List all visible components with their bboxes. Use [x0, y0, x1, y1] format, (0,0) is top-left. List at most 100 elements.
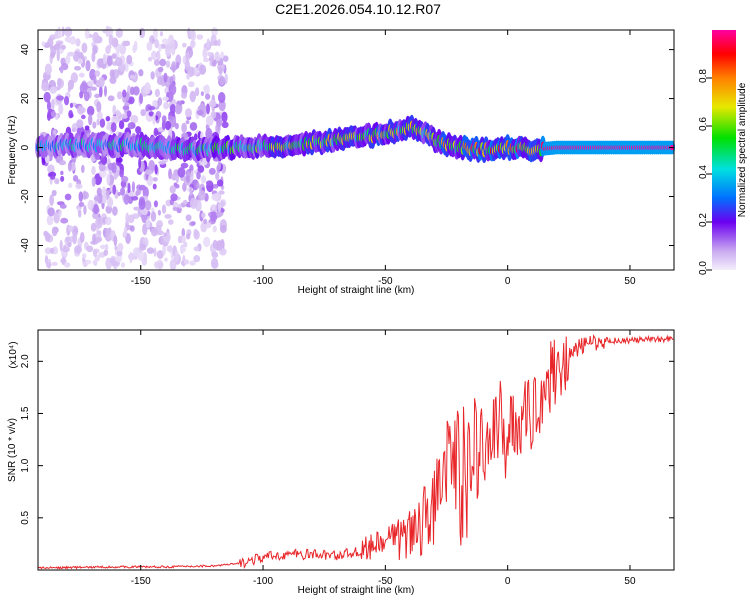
heatmap-noise-blob: [54, 31, 59, 39]
heatmap-noise-blob: [112, 104, 117, 116]
snr-y-multiplier: (x10⁴): [8, 341, 19, 368]
heatmap-noise-blob: [102, 193, 107, 204]
heatmap-noise-blob: [138, 69, 144, 77]
y-tick-label: -40: [20, 238, 31, 253]
heatmap-noise-blob: [70, 161, 76, 172]
heatmap-noise-blob: [138, 157, 142, 169]
heatmap-noise-blob: [63, 244, 67, 250]
heatmap-noise-blob: [105, 216, 112, 226]
heatmap-noise-blob: [172, 64, 176, 73]
heatmap-noise-blob: [63, 95, 70, 106]
heatmap-noise-blob: [127, 122, 136, 130]
heatmap-noise-blob: [53, 43, 61, 51]
heatmap-noise-blob: [156, 250, 164, 259]
heatmap-noise-blob: [92, 211, 99, 220]
heatmap-noise-blob: [150, 71, 155, 80]
heatmap-noise-blob: [153, 247, 157, 257]
heatmap-noise-blob: [60, 175, 65, 182]
heatmap-noise-blob: [75, 38, 81, 47]
heatmap-noise-blob: [60, 217, 69, 224]
heatmap-noise-blob: [47, 164, 55, 174]
heatmap-noise-blob: [85, 59, 91, 72]
heatmap-noise-blob: [44, 232, 51, 242]
heatmap-noise-blob: [72, 175, 79, 182]
heatmap-noise-blob: [220, 199, 224, 209]
colorbar-tick-label: 0.4: [698, 165, 709, 179]
heatmap-noise-blob: [187, 81, 195, 88]
heatmap-noise-blob: [74, 245, 82, 254]
heatmap-noise-blob: [162, 243, 166, 256]
heatmap-noise-blob: [145, 200, 152, 211]
heatmap-noise-blob: [196, 171, 201, 180]
heatmap-noise-blob: [139, 243, 147, 251]
heatmap-noise-blob: [97, 230, 102, 236]
heatmap-noise-blob: [48, 171, 57, 178]
heatmap-noise-blob: [168, 34, 174, 46]
heatmap-noise-blob: [105, 26, 114, 37]
heatmap-noise-blob: [111, 162, 117, 174]
heatmap-noise-blob: [152, 113, 156, 125]
heatmap-noise-blob: [131, 181, 136, 193]
heatmap-noise-blob: [128, 96, 135, 105]
colorbar-ticks: 0.0 0.2 0.4 0.6 0.8: [698, 69, 712, 275]
x-tick-label: -150: [131, 576, 151, 587]
heatmap-noise-blob: [190, 29, 196, 42]
heatmap-noise-blob: [189, 260, 196, 266]
heatmap-noise-blob: [127, 192, 136, 197]
heatmap-panel: -150 -100 -50 0 50 -40 -20 0 20 40 Height of str…: [7, 25, 676, 296]
heatmap-noise-blob: [164, 257, 168, 262]
heatmap-noise-blob: [167, 219, 174, 225]
heatmap-noise-blob: [94, 236, 103, 243]
heatmap-noise-blob: [151, 50, 157, 61]
heatmap-noise-blob: [92, 233, 96, 245]
heatmap-noise-blob: [86, 245, 94, 253]
heatmap-noise-blob: [135, 126, 142, 134]
y-tick-label: 40: [20, 44, 31, 56]
heatmap-noise-blob: [105, 228, 112, 233]
heatmap-noise-blob: [185, 233, 191, 240]
heatmap-noise-blob: [127, 182, 131, 194]
heatmap-noise-blob: [210, 257, 219, 269]
heatmap-noise-blob: [65, 54, 71, 65]
heatmap-noise-blob: [189, 122, 198, 131]
heatmap-noise-blob: [98, 163, 106, 172]
heatmap-noise-blob: [205, 115, 214, 126]
heatmap-noise-blob: [72, 232, 78, 245]
heatmap-noise-blob: [82, 190, 87, 200]
heatmap-noise-blob: [177, 167, 186, 178]
heatmap-noise-blob: [116, 157, 123, 163]
heatmap-noise-blob: [199, 64, 207, 75]
heatmap-noise-blob: [64, 36, 72, 43]
heatmap-noise-blob: [150, 211, 157, 222]
heatmap-noise-blob: [185, 214, 192, 222]
y-tick-label: 20: [20, 93, 31, 105]
heatmap-noise-blob: [110, 122, 117, 133]
heatmap-noise-blob: [122, 105, 130, 111]
y-tick-label: 1.0: [20, 458, 31, 472]
heatmap-noise-blob: [84, 259, 92, 265]
heatmap-noise-blob: [104, 231, 112, 242]
snr-x-ticks: -150 -100 -50 0 50: [131, 330, 636, 587]
heatmap-noise-blob: [205, 103, 211, 115]
snr-y-label: SNR (10 * v/v): [7, 418, 18, 482]
snr-frame: [37, 329, 675, 571]
heatmap-noise-blob: [115, 27, 123, 38]
heatmap-noise-blob: [154, 164, 158, 175]
heatmap-noise-blob: [57, 77, 62, 88]
heatmap-noise-blob: [92, 121, 97, 129]
heatmap-noise-blob: [119, 169, 124, 178]
heatmap-noise-blob: [158, 43, 162, 53]
heatmap-noise-blob: [197, 190, 206, 201]
heatmap-noise-blob: [75, 183, 83, 190]
heatmap-noise-blob: [96, 187, 102, 197]
heatmap-noise-blob: [50, 175, 56, 180]
heatmap-noise-blob: [193, 230, 200, 240]
heatmap-noise-blob: [190, 170, 194, 182]
heatmap-noise-blob: [196, 34, 204, 40]
heatmap-noise-blob: [78, 209, 82, 218]
heatmap-noise-blob: [190, 221, 196, 226]
heatmap-noise-blob: [157, 66, 164, 73]
colorbar-label: Normalized spectral amplitude: [737, 82, 748, 217]
heatmap-noise-blob: [43, 91, 51, 103]
heatmap-noise-blob: [157, 97, 163, 106]
